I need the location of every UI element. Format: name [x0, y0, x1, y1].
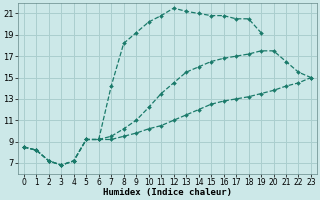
X-axis label: Humidex (Indice chaleur): Humidex (Indice chaleur) — [103, 188, 232, 197]
